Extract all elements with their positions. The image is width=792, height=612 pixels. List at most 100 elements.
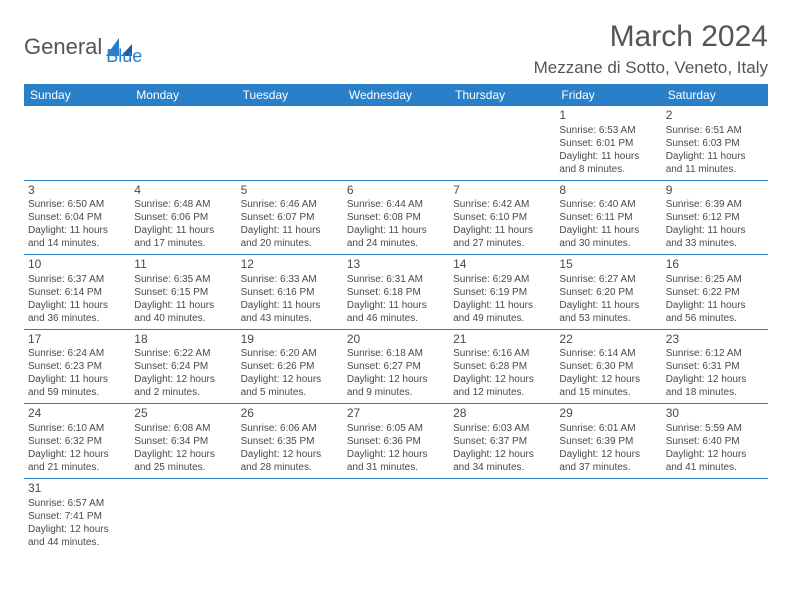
daylight-line: and 15 minutes. [559,386,657,399]
daylight-line: Daylight: 12 hours [28,523,126,536]
sunset-line: Sunset: 6:04 PM [28,211,126,224]
daylight-line: Daylight: 12 hours [347,373,445,386]
day-number: 16 [666,257,764,273]
sunrise-line: Sunrise: 6:01 AM [559,422,657,435]
daylight-line: Daylight: 12 hours [241,373,339,386]
weekday-header: Saturday [662,84,768,106]
calendar-day-cell: 7Sunrise: 6:42 AMSunset: 6:10 PMDaylight… [449,180,555,255]
sunrise-line: Sunrise: 6:03 AM [453,422,551,435]
sunset-line: Sunset: 6:39 PM [559,435,657,448]
sunset-line: Sunset: 6:15 PM [134,286,232,299]
daylight-line: Daylight: 11 hours [28,299,126,312]
sunrise-line: Sunrise: 6:14 AM [559,347,657,360]
day-number: 20 [347,332,445,348]
daylight-line: and 43 minutes. [241,312,339,325]
calendar-day-cell: 24Sunrise: 6:10 AMSunset: 6:32 PMDayligh… [24,404,130,479]
calendar-day-cell: 8Sunrise: 6:40 AMSunset: 6:11 PMDaylight… [555,180,661,255]
daylight-line: and 33 minutes. [666,237,764,250]
daylight-line: and 46 minutes. [347,312,445,325]
sunrise-line: Sunrise: 6:10 AM [28,422,126,435]
daylight-line: Daylight: 12 hours [666,448,764,461]
calendar-empty-cell [130,478,236,552]
day-number: 26 [241,406,339,422]
sunrise-line: Sunrise: 6:33 AM [241,273,339,286]
daylight-line: Daylight: 11 hours [347,299,445,312]
logo-text-general: General [24,34,102,60]
day-number: 12 [241,257,339,273]
daylight-line: and 11 minutes. [666,163,764,176]
location-subtitle: Mezzane di Sotto, Veneto, Italy [534,58,768,78]
weekday-header: Thursday [449,84,555,106]
sunset-line: Sunset: 6:07 PM [241,211,339,224]
daylight-line: Daylight: 11 hours [453,224,551,237]
day-number: 10 [28,257,126,273]
calendar-day-cell: 29Sunrise: 6:01 AMSunset: 6:39 PMDayligh… [555,404,661,479]
calendar-thead: Sunday Monday Tuesday Wednesday Thursday… [24,84,768,106]
calendar-day-cell: 14Sunrise: 6:29 AMSunset: 6:19 PMDayligh… [449,255,555,330]
sunset-line: Sunset: 6:36 PM [347,435,445,448]
daylight-line: and 30 minutes. [559,237,657,250]
sunset-line: Sunset: 6:40 PM [666,435,764,448]
sunset-line: Sunset: 6:06 PM [134,211,232,224]
calendar-week-row: 1Sunrise: 6:53 AMSunset: 6:01 PMDaylight… [24,106,768,180]
logo-text-blue: Blue [106,26,142,67]
sunset-line: Sunset: 6:26 PM [241,360,339,373]
daylight-line: Daylight: 11 hours [559,299,657,312]
daylight-line: and 53 minutes. [559,312,657,325]
daylight-line: and 44 minutes. [28,536,126,549]
day-number: 6 [347,183,445,199]
sunset-line: Sunset: 7:41 PM [28,510,126,523]
sunset-line: Sunset: 6:31 PM [666,360,764,373]
day-number: 4 [134,183,232,199]
daylight-line: Daylight: 12 hours [134,448,232,461]
sunset-line: Sunset: 6:27 PM [347,360,445,373]
calendar-day-cell: 9Sunrise: 6:39 AMSunset: 6:12 PMDaylight… [662,180,768,255]
calendar-empty-cell [237,106,343,180]
daylight-line: Daylight: 11 hours [134,224,232,237]
sunrise-line: Sunrise: 6:20 AM [241,347,339,360]
day-number: 24 [28,406,126,422]
calendar-day-cell: 1Sunrise: 6:53 AMSunset: 6:01 PMDaylight… [555,106,661,180]
day-number: 25 [134,406,232,422]
calendar-day-cell: 3Sunrise: 6:50 AMSunset: 6:04 PMDaylight… [24,180,130,255]
calendar-empty-cell [555,478,661,552]
daylight-line: Daylight: 11 hours [559,150,657,163]
calendar-day-cell: 28Sunrise: 6:03 AMSunset: 6:37 PMDayligh… [449,404,555,479]
daylight-line: and 36 minutes. [28,312,126,325]
sunset-line: Sunset: 6:14 PM [28,286,126,299]
logo: General Blue [24,20,142,67]
sunrise-line: Sunrise: 6:40 AM [559,198,657,211]
calendar-day-cell: 16Sunrise: 6:25 AMSunset: 6:22 PMDayligh… [662,255,768,330]
sunset-line: Sunset: 6:10 PM [453,211,551,224]
day-number: 31 [28,481,126,497]
sunrise-line: Sunrise: 6:35 AM [134,273,232,286]
sunrise-line: Sunrise: 6:53 AM [559,124,657,137]
calendar-day-cell: 13Sunrise: 6:31 AMSunset: 6:18 PMDayligh… [343,255,449,330]
sunset-line: Sunset: 6:32 PM [28,435,126,448]
sunrise-line: Sunrise: 6:51 AM [666,124,764,137]
calendar-day-cell: 19Sunrise: 6:20 AMSunset: 6:26 PMDayligh… [237,329,343,404]
daylight-line: Daylight: 11 hours [453,299,551,312]
day-number: 21 [453,332,551,348]
sunrise-line: Sunrise: 6:42 AM [453,198,551,211]
daylight-line: and 9 minutes. [347,386,445,399]
daylight-line: and 8 minutes. [559,163,657,176]
daylight-line: Daylight: 12 hours [453,448,551,461]
day-number: 27 [347,406,445,422]
daylight-line: and 49 minutes. [453,312,551,325]
day-number: 1 [559,108,657,124]
sunset-line: Sunset: 6:20 PM [559,286,657,299]
day-number: 18 [134,332,232,348]
title-block: March 2024 Mezzane di Sotto, Veneto, Ita… [534,20,768,78]
calendar-day-cell: 30Sunrise: 5:59 AMSunset: 6:40 PMDayligh… [662,404,768,479]
calendar-day-cell: 20Sunrise: 6:18 AMSunset: 6:27 PMDayligh… [343,329,449,404]
daylight-line: Daylight: 12 hours [28,448,126,461]
calendar-empty-cell [130,106,236,180]
day-number: 7 [453,183,551,199]
day-number: 23 [666,332,764,348]
weekday-header: Sunday [24,84,130,106]
daylight-line: Daylight: 11 hours [241,299,339,312]
day-number: 13 [347,257,445,273]
sunrise-line: Sunrise: 6:25 AM [666,273,764,286]
daylight-line: and 31 minutes. [347,461,445,474]
